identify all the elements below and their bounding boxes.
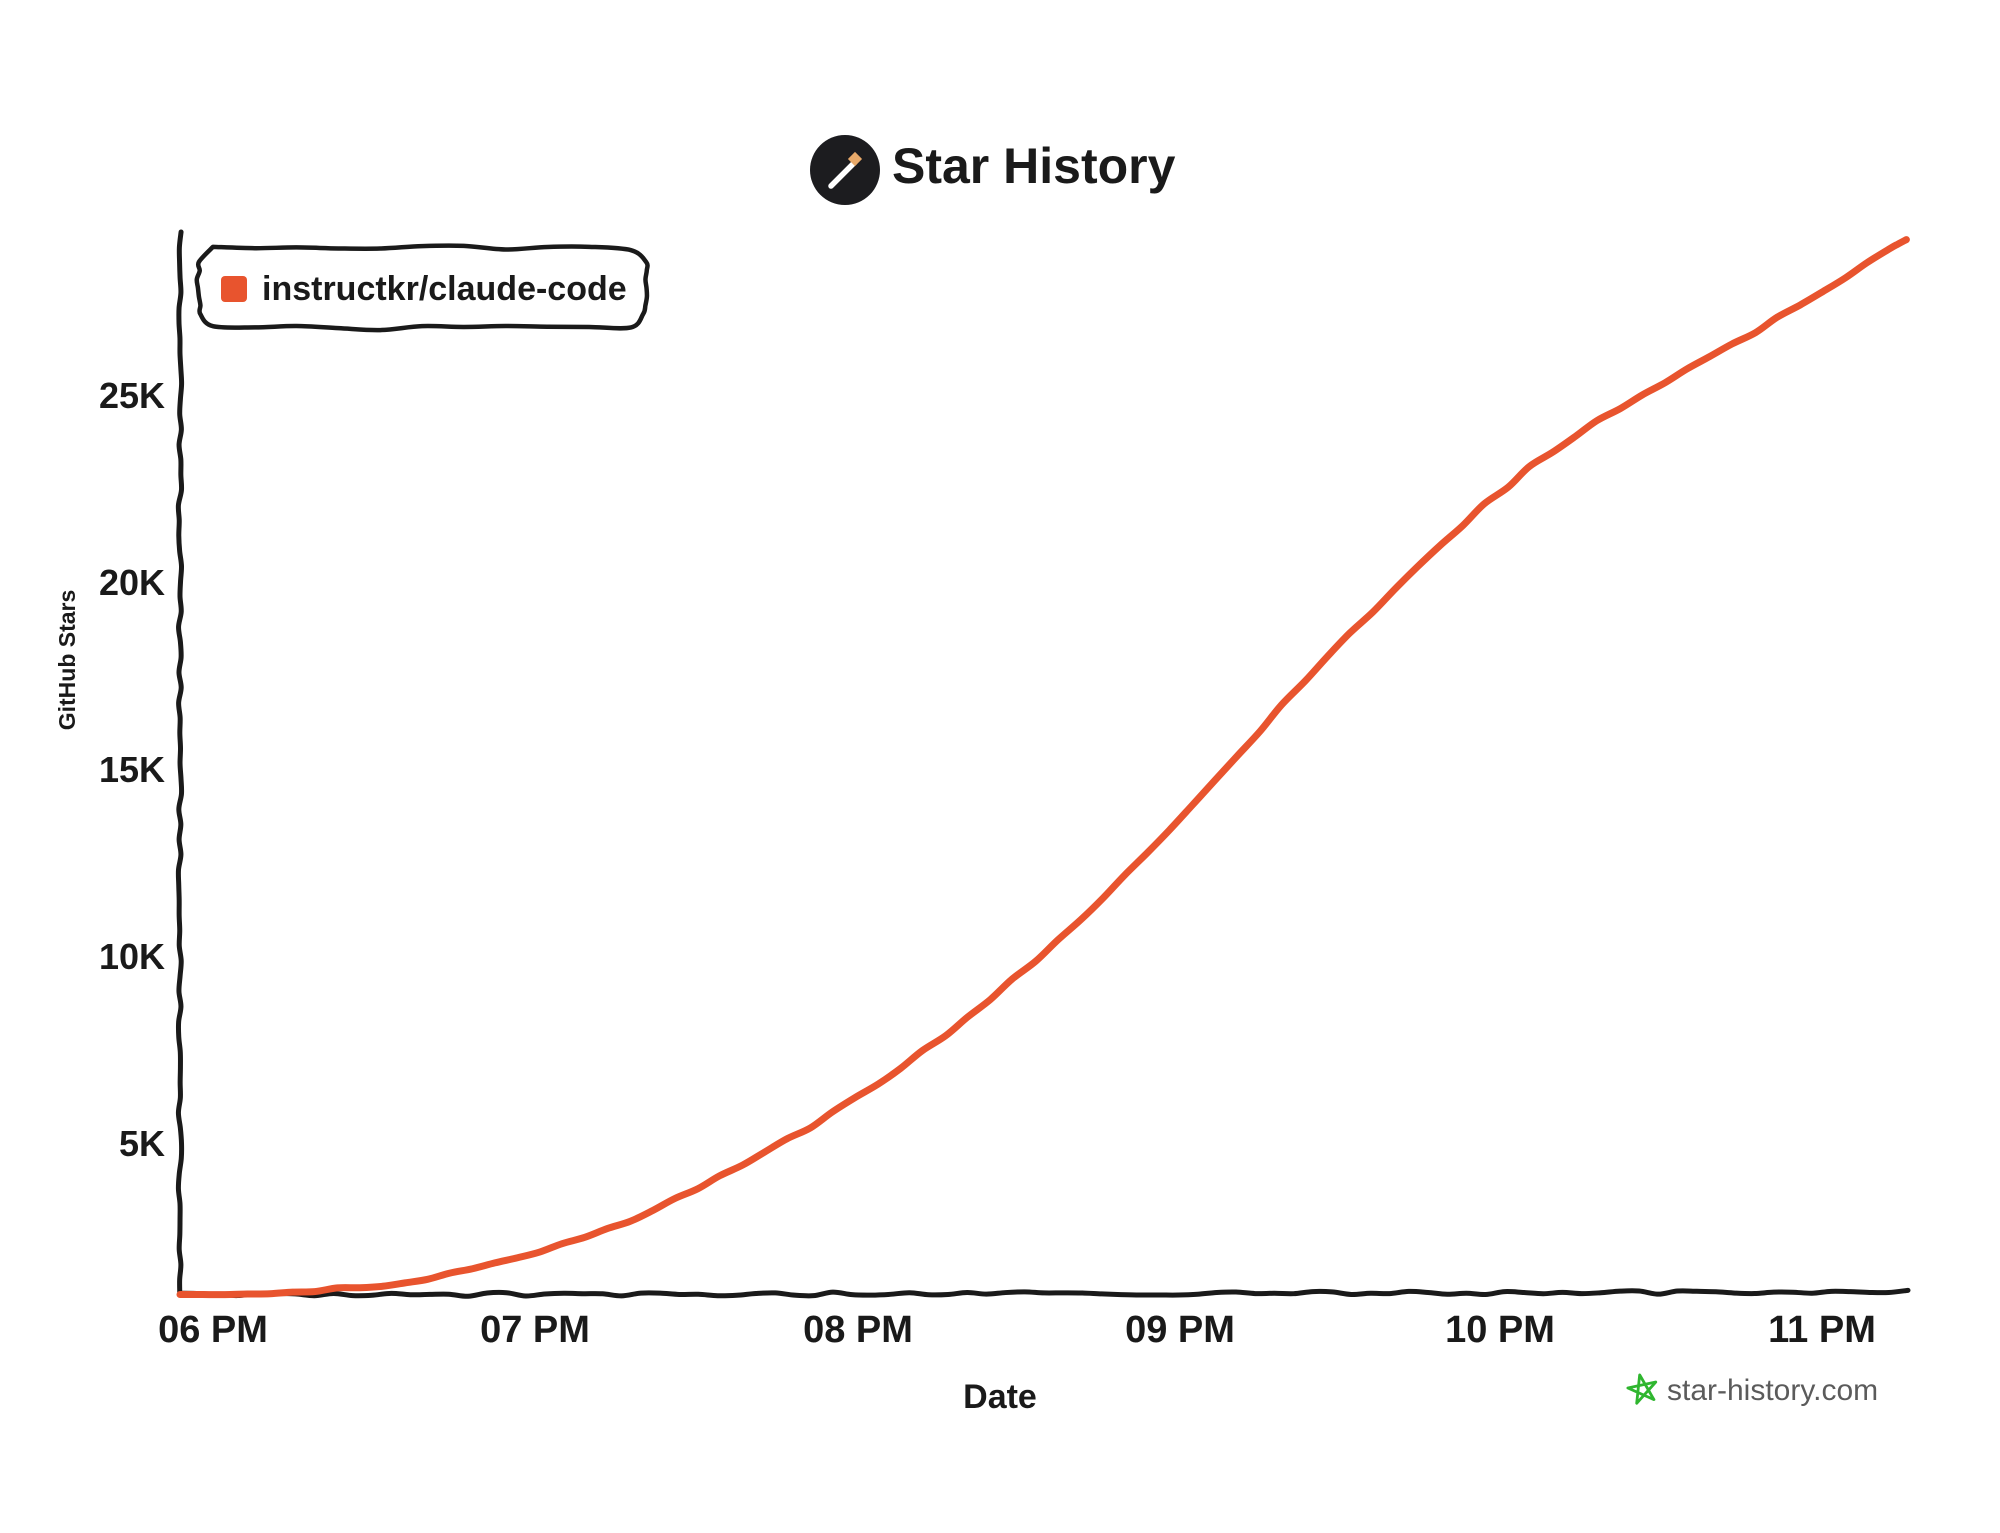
svg-text:GitHub Stars: GitHub Stars: [54, 590, 80, 731]
svg-text:star-history.com: star-history.com: [1667, 1374, 1878, 1407]
svg-text:10 PM: 10 PM: [1445, 1309, 1555, 1351]
svg-text:5K: 5K: [119, 1123, 165, 1164]
svg-text:Date: Date: [963, 1378, 1037, 1416]
svg-text:08 PM: 08 PM: [803, 1309, 913, 1351]
svg-text:25K: 25K: [99, 375, 165, 416]
svg-text:07 PM: 07 PM: [480, 1309, 590, 1351]
svg-text:11 PM: 11 PM: [1768, 1309, 1876, 1351]
svg-text:15K: 15K: [99, 749, 165, 790]
svg-text:06 PM: 06 PM: [158, 1309, 268, 1351]
svg-text:10K: 10K: [99, 936, 165, 977]
svg-text:20K: 20K: [99, 562, 165, 603]
svg-text:09 PM: 09 PM: [1125, 1309, 1235, 1351]
svg-text:instructkr/claude-code: instructkr/claude-code: [262, 270, 627, 308]
svg-text:Star History: Star History: [892, 138, 1176, 194]
